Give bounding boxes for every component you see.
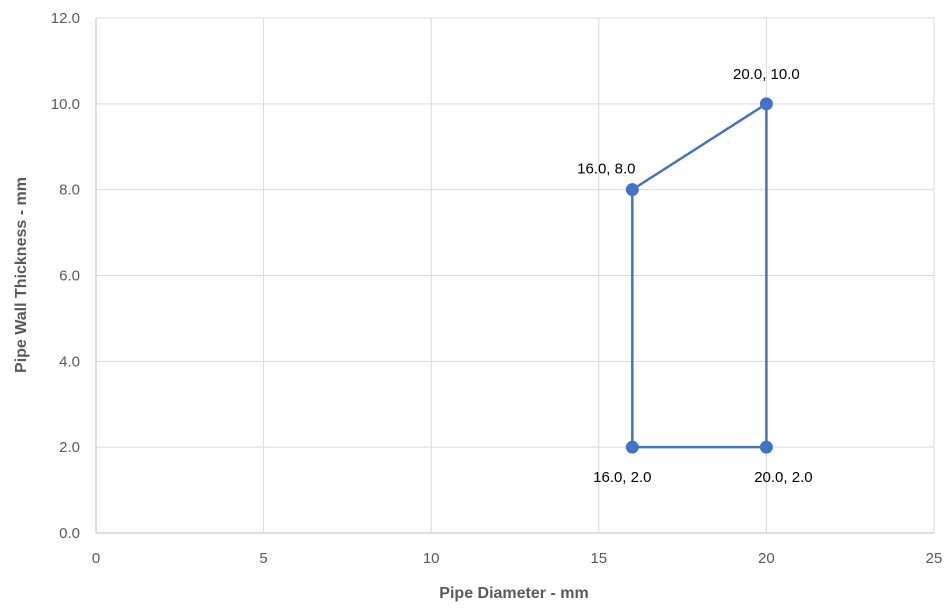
data-labels: 16.0, 2.0 16.0, 8.0 20.0, 10.0 20.0, 2.0	[577, 66, 812, 486]
x-tick-label: 10	[423, 550, 440, 567]
x-tick-label: 15	[590, 550, 607, 567]
x-axis-ticks: 0 5 10 15 20 25	[92, 550, 943, 567]
y-tick-label: 0.0	[59, 525, 80, 542]
data-point-marker	[759, 440, 773, 454]
y-axis-title: Pipe Wall Thickness - mm	[13, 177, 30, 373]
y-axis-ticks: 0.0 2.0 4.0 6.0 8.0 10.0 12.0	[51, 10, 80, 542]
y-tick-label: 8.0	[59, 182, 80, 199]
x-axis-title: Pipe Diameter - mm	[439, 585, 588, 602]
data-label: 20.0, 2.0	[754, 469, 812, 486]
x-tick-label: 0	[92, 550, 100, 567]
x-tick-label: 5	[259, 550, 267, 567]
x-tick-label: 20	[758, 550, 775, 567]
y-tick-label: 12.0	[51, 10, 80, 27]
data-point-marker	[625, 183, 639, 197]
y-tick-label: 4.0	[59, 353, 80, 370]
y-tick-label: 2.0	[59, 439, 80, 456]
horizontal-gridlines	[96, 17, 934, 534]
data-label: 16.0, 8.0	[577, 161, 635, 178]
y-tick-label: 10.0	[51, 96, 80, 113]
data-point-marker	[625, 440, 639, 454]
data-point-marker	[759, 97, 773, 111]
y-tick-label: 6.0	[59, 268, 80, 285]
data-label: 20.0, 10.0	[733, 66, 800, 83]
data-label: 16.0, 2.0	[593, 469, 651, 486]
data-markers	[625, 97, 773, 454]
x-tick-label: 25	[926, 550, 943, 567]
